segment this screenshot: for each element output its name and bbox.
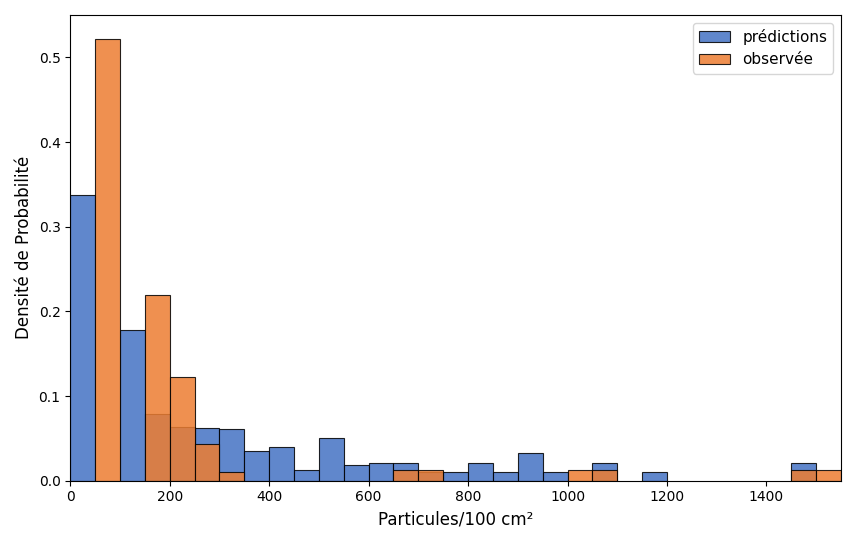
Bar (568, 470, 592, 481)
Bar (816, 470, 841, 481)
Bar (369, 463, 394, 481)
Bar (443, 472, 468, 481)
Bar (120, 330, 145, 481)
Bar (394, 463, 419, 481)
Bar (169, 376, 194, 481)
Y-axis label: Densité de Probabilité: Densité de Probabilité (15, 156, 33, 339)
Bar (194, 444, 219, 481)
Bar (169, 427, 194, 481)
Bar (493, 472, 518, 481)
Bar (394, 470, 419, 481)
Bar (419, 472, 443, 481)
Bar (269, 447, 294, 481)
Bar (468, 463, 493, 481)
X-axis label: Particules/100 cm²: Particules/100 cm² (378, 510, 533, 528)
Bar (319, 438, 344, 481)
Bar (145, 414, 169, 481)
Bar (145, 295, 169, 481)
Bar (518, 453, 543, 481)
Bar (244, 451, 269, 481)
Bar (219, 429, 244, 481)
Bar (70, 194, 95, 481)
Bar (95, 39, 120, 481)
Bar (642, 472, 667, 481)
Bar (543, 472, 568, 481)
Bar (294, 470, 319, 481)
Legend: prédictions, observée: prédictions, observée (693, 23, 834, 73)
Bar (791, 463, 816, 481)
Bar (194, 428, 219, 481)
Bar (592, 470, 617, 481)
Bar (219, 472, 244, 481)
Bar (344, 465, 369, 481)
Bar (592, 463, 617, 481)
Bar (791, 470, 816, 481)
Bar (419, 470, 443, 481)
